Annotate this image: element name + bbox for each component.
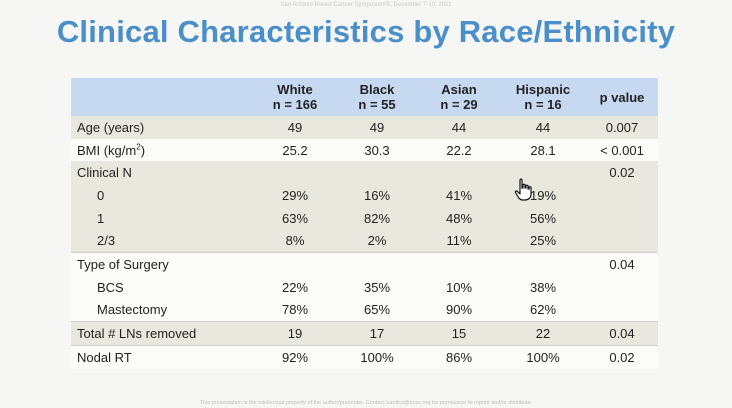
- row-age: Age (years) 49 49 44 44 0.007: [71, 116, 658, 139]
- footer-note: This presentation is the intellectual pr…: [199, 400, 533, 406]
- header-black: Black n = 55: [336, 78, 418, 116]
- row-surgery-bcs: BCS 22% 35% 10% 38%: [71, 275, 658, 299]
- row-surgery-type: Type of Surgery 0.04: [71, 252, 658, 276]
- header-p-value: p value: [586, 78, 658, 116]
- table-header-row: White n = 166 Black n = 55 Asian n = 29 His…: [71, 78, 658, 116]
- header-asian: Asian n = 29: [418, 78, 500, 116]
- header-empty: [71, 78, 254, 116]
- slide-title: Clinical Characteristics by Race/Ethnici…: [56, 14, 676, 49]
- characteristics-table: White n = 166 Black n = 55 Asian n = 29 His…: [71, 78, 658, 369]
- header-note: San Antonio Breast Cancer Symposium®, De…: [280, 2, 452, 8]
- row-total-lns: Total # LNs removed 19 17 15 22 0.04: [71, 321, 658, 346]
- header-white: White n = 166: [254, 78, 336, 116]
- row-surgery-mastectomy: Mastectomy 78% 65% 90% 62%: [71, 298, 658, 323]
- row-nodal-rt: Nodal RT 92% 100% 86% 100% 0.02: [71, 345, 658, 369]
- row-bmi: BMI (kg/m2) 25.2 30.3 22.2 28.1 < 0.001: [71, 138, 658, 162]
- row-clinical-n-2-3: 2/3 8% 2% 11% 25%: [71, 229, 658, 254]
- header-hispanic: Hispanic n = 16: [500, 78, 586, 116]
- row-clinical-n-1: 1 63% 82% 48% 56%: [71, 206, 658, 230]
- row-clinical-n-0: 0 29% 16% 41% 19%: [71, 184, 658, 207]
- row-clinical-n: Clinical N 0.02: [71, 161, 658, 185]
- hand-pointer-icon: [514, 178, 532, 201]
